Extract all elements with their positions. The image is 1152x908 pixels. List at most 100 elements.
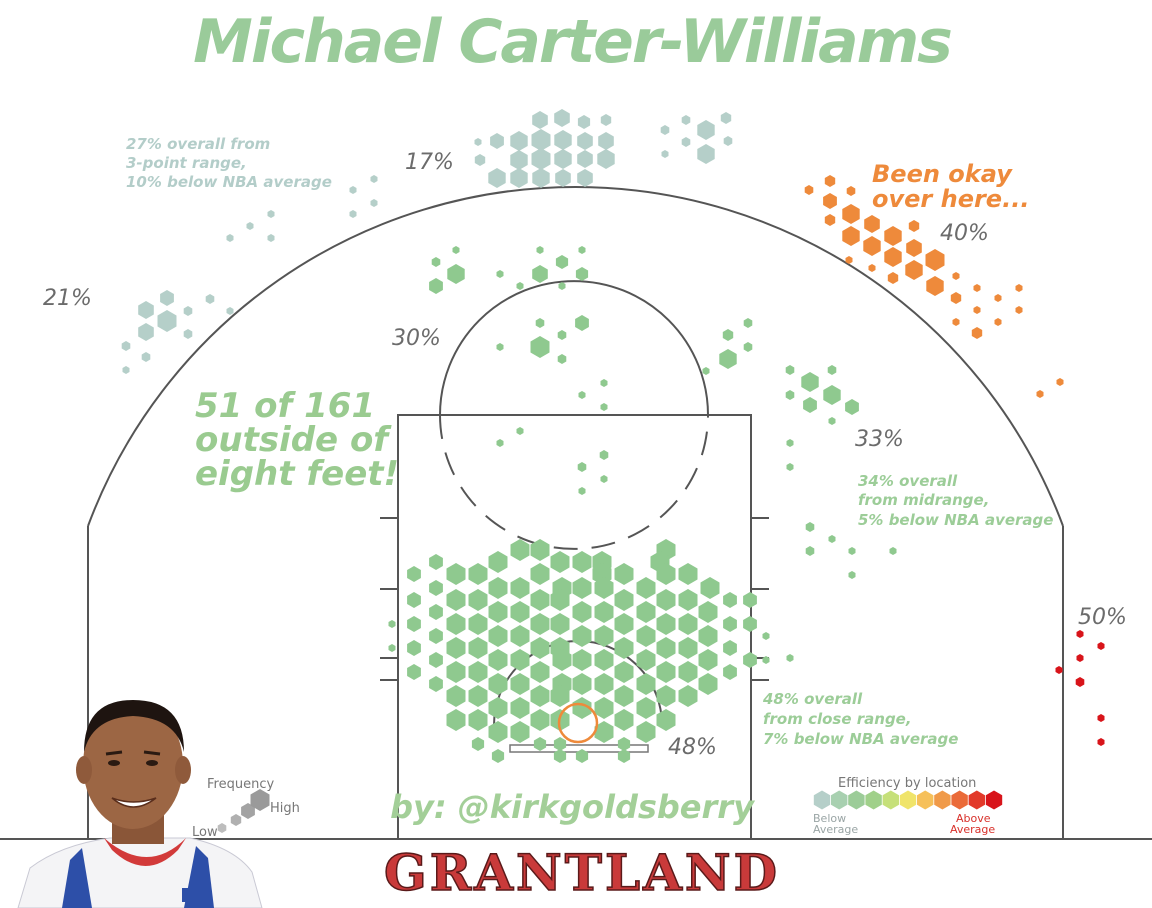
midrange-right-hexbin	[719, 349, 737, 369]
close-range-hexbin	[762, 632, 770, 640]
close-range-hexbin	[572, 577, 592, 599]
svg-text:eight feet!: eight feet!	[195, 454, 399, 494]
close-range-hexbin	[530, 613, 550, 635]
close-range-hexbin	[488, 697, 508, 719]
three-left-hexbin	[183, 329, 193, 339]
close-range-hexbin	[446, 685, 466, 707]
three-top-hexbin	[490, 133, 504, 149]
midrange-top-hexbin	[496, 270, 504, 278]
close-range-hexbin	[786, 654, 794, 662]
close-range-hexbin	[510, 649, 530, 671]
close-range-hexbin	[743, 616, 757, 632]
svg-text:High: High	[270, 801, 300, 816]
close-range-hexbin	[510, 673, 530, 695]
three-right-hexbin	[905, 260, 923, 280]
midrange-top-hexbin	[516, 427, 524, 435]
svg-text:5% below NBA average: 5% below NBA average	[858, 511, 1053, 529]
three-right-hexbin	[1015, 284, 1023, 292]
close-range-hexbin	[510, 601, 530, 623]
svg-text:34% overall: 34% overall	[858, 472, 958, 490]
three-top-hexbin	[554, 149, 572, 169]
close-range-hexbin	[594, 577, 614, 599]
three-top-hexbin	[681, 137, 691, 147]
midrange-top-hexbin	[555, 255, 569, 269]
close-range-hexbin	[429, 652, 443, 668]
orange-callout: Been okay over here...	[872, 160, 1029, 213]
close-range-hexbin	[656, 685, 676, 707]
three-top-hexbin	[474, 138, 482, 146]
three-top-hexbin	[660, 125, 670, 135]
close-range-hexbin	[446, 589, 466, 611]
close-range-hexbin	[530, 661, 550, 683]
efficiency-legend-hex	[865, 790, 882, 810]
svg-text:from close range,: from close range,	[763, 710, 912, 728]
efficiency-legend-hex	[813, 790, 831, 810]
midrange-right-hexbin	[785, 390, 795, 400]
svg-text:48% overall: 48% overall	[762, 690, 863, 708]
svg-text:Low: Low	[192, 825, 218, 840]
svg-text:Efficiency by location: Efficiency by location	[838, 776, 976, 791]
svg-text:27% overall from: 27% overall from	[126, 135, 270, 153]
three-left-hexbin	[138, 301, 154, 319]
close-range-hexbin	[636, 625, 656, 647]
close-range-hexbin	[572, 673, 592, 695]
midrange-top-hexbin	[496, 343, 504, 351]
close-range-hexbin	[678, 589, 698, 611]
midrange-top-hexbin	[496, 439, 504, 447]
page-title: Michael Carter-Williams	[193, 7, 951, 77]
three-top-hexbin	[661, 150, 669, 158]
close-range-hexbin	[488, 625, 508, 647]
close-range-hexbin	[594, 673, 614, 695]
midrange-right-hexbin	[803, 397, 817, 413]
close-range-hexbin	[656, 613, 676, 635]
shot-hexbins	[121, 109, 1105, 763]
midrange-top-hexbin	[429, 278, 443, 294]
zone-label-top-mid: 30%	[392, 326, 441, 351]
three-right-hexbin	[863, 236, 881, 256]
close-range-hexbin	[388, 644, 396, 652]
three-top-hexbin	[554, 109, 570, 127]
efficiency-legend-hex	[934, 790, 951, 810]
three-top-hexbin	[697, 120, 715, 140]
close-range-hexbin	[530, 539, 550, 561]
close-range-hexbin	[614, 563, 634, 585]
close-range-hexbin	[530, 685, 550, 707]
midrange-right-hexbin	[801, 372, 819, 392]
close-range-hexbin	[617, 749, 631, 763]
efficiency-legend-hex	[882, 790, 899, 810]
close-range-hexbin	[388, 620, 396, 628]
three-corner-hexbin	[1076, 630, 1084, 638]
close-range-hexbin	[530, 563, 550, 585]
svg-text:Below: Below	[813, 812, 846, 825]
close-range-hexbin	[491, 749, 505, 763]
close-range-hexbin	[468, 709, 488, 731]
midrange-right-hexbin	[786, 439, 794, 447]
close-range-hexbin	[636, 577, 656, 599]
three-right-hexbin	[887, 272, 899, 284]
three-right-hexbin	[845, 256, 853, 264]
close-range-hexbin	[743, 592, 757, 608]
three-right-hexbin	[824, 175, 836, 187]
close-range-hexbin	[572, 551, 592, 573]
three-right-hexbin	[842, 226, 860, 246]
three-point-note: 27% overall from 3-point range, 10% belo…	[126, 135, 332, 191]
three-left-hexbin	[349, 186, 357, 194]
three-corner-hexbin	[1055, 666, 1063, 674]
three-right-hexbin	[971, 327, 983, 339]
close-range-hexbin	[468, 637, 488, 659]
close-range-hexbin	[617, 737, 631, 751]
three-corner-hexbin	[1097, 738, 1105, 746]
close-range-hexbin	[636, 673, 656, 695]
close-range-hexbin	[614, 661, 634, 683]
close-range-hexbin	[678, 613, 698, 635]
three-right-hexbin	[973, 284, 981, 292]
three-left-hexbin	[226, 234, 234, 242]
close-range-hexbin	[510, 697, 530, 719]
midrange-right-hexbin	[702, 367, 710, 375]
close-range-hexbin	[678, 563, 698, 585]
close-range-hexbin	[698, 625, 718, 647]
close-range-hexbin	[656, 563, 676, 585]
three-top-hexbin	[600, 114, 612, 126]
three-left-hexbin	[138, 323, 154, 341]
three-top-hexbin	[681, 115, 691, 125]
